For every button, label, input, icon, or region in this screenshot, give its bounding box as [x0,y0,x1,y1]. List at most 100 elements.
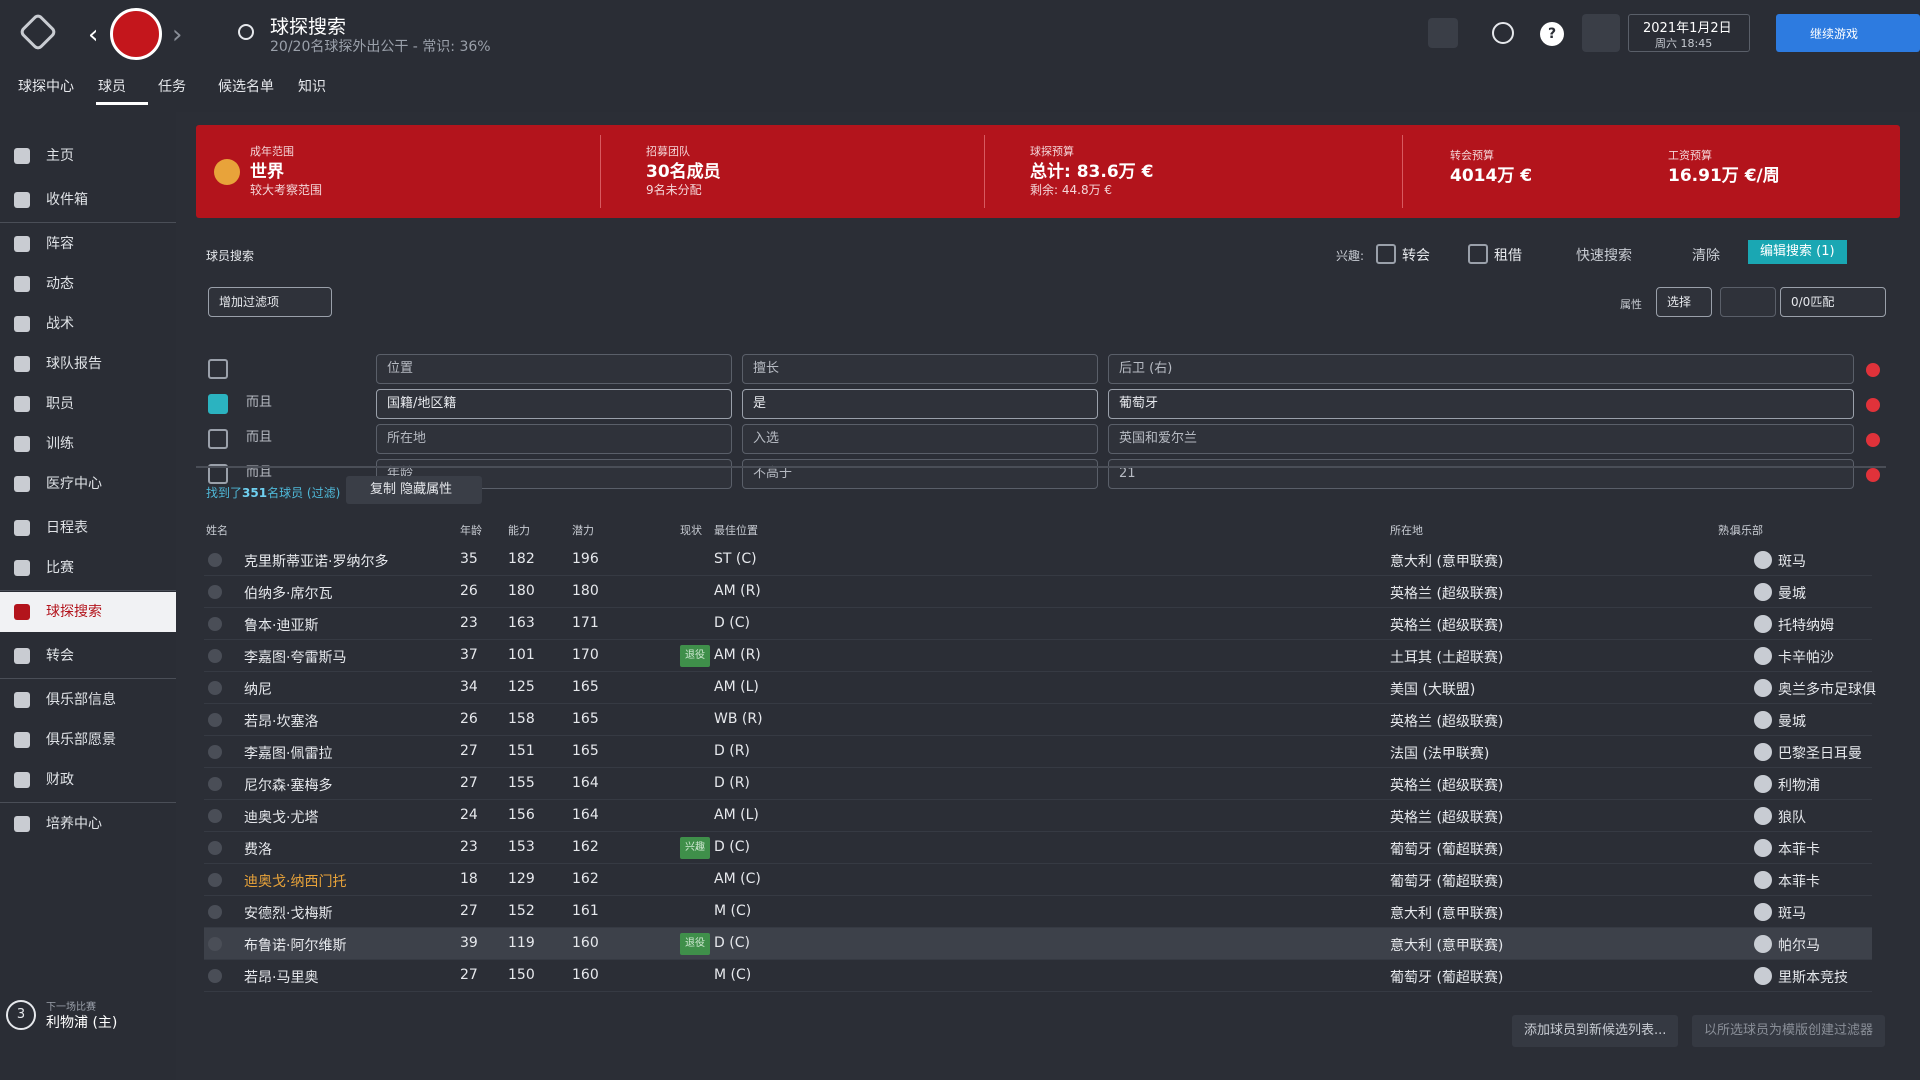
edit-search-button[interactable]: 编辑搜索 (1) [1748,240,1847,264]
table-row[interactable]: 安德烈·戈梅斯 27 152 161 M (C) 意大利 (意甲联赛) 斑马 [204,896,1872,928]
nav-tab[interactable]: 知识 [298,79,326,95]
filter-remove[interactable] [1866,468,1880,482]
logo[interactable] [18,12,58,52]
filter-operator[interactable]: 不高于 [742,459,1098,489]
player-name[interactable]: 李嘉图·佩雷拉 [244,746,333,762]
club-name[interactable]: 斑马 [1778,906,1806,922]
sidebar-item[interactable]: 日程表 [0,508,176,548]
sidebar-item[interactable]: 阵容 [0,224,176,264]
select-button[interactable]: 选择 [1656,287,1712,317]
sidebar-item[interactable]: 战术 [0,304,176,344]
table-row[interactable]: 尼尔森·塞梅多 27 155 164 D (R) 英格兰 (超级联赛) 利物浦 [204,768,1872,800]
player-name[interactable]: 鲁本·迪亚斯 [244,618,319,634]
view-dropdown[interactable]: 复制 隐藏属性 [346,476,483,504]
filter-field[interactable]: 位置 [376,354,732,384]
nav-tab[interactable]: 候选名单 [218,79,274,95]
table-row[interactable]: 克里斯蒂亚诺·罗纳尔多 35 182 196 ST (C) 意大利 (意甲联赛) 斑马 [204,544,1872,576]
add-filter-button[interactable]: 增加过滤项 [208,287,332,317]
date-box[interactable]: 2021年1月2日 周六 18:45 [1628,14,1750,52]
player-name[interactable]: 纳尼 [244,682,272,698]
table-row[interactable]: 李嘉图·佩雷拉 27 151 165 D (R) 法国 (法甲联赛) 巴黎圣日耳曼 [204,736,1872,768]
sidebar-item[interactable]: 收件箱 [0,180,176,220]
filter-field[interactable]: 所在地 [376,424,732,454]
filter-checkbox[interactable] [208,429,228,449]
player-name[interactable]: 若昂·马里奥 [244,970,319,986]
column-header[interactable]: 所在地 [1390,524,1423,537]
sidebar-item[interactable]: 球队报告 [0,344,176,384]
table-row[interactable]: 鲁本·迪亚斯 23 163 171 D (C) 英格兰 (超级联赛) 托特纳姆 [204,608,1872,640]
club-name[interactable]: 曼城 [1778,586,1806,602]
column-header[interactable]: 潜力 [572,524,594,537]
nav-tab[interactable]: 球探中心 [18,79,74,95]
club-name[interactable]: 本菲卡 [1778,874,1820,890]
next-match-opponent[interactable]: 利物浦 (主) [46,1015,118,1031]
sidebar-item[interactable]: 动态 [0,264,176,304]
filter-checkbox[interactable] [208,359,228,379]
table-row[interactable]: 若昂·马里奥 27 150 160 M (C) 葡萄牙 (葡超联赛) 里斯本竞技 [204,960,1872,992]
club-name[interactable]: 斑马 [1778,554,1806,570]
filter-field[interactable]: 国籍/地区籍 [376,389,732,419]
column-header[interactable]: 俱乐部 [1730,524,1763,537]
column-header[interactable]: 熟... [1718,524,1740,537]
banner-value[interactable]: 世界 [250,162,284,182]
sidebar-item[interactable]: 俱乐部愿景 [0,720,176,760]
column-header[interactable]: 能力 [508,524,530,537]
filter-value[interactable]: 21 [1108,459,1854,489]
table-row[interactable]: 纳尼 34 125 165 AM (L) 美国 (大联盟) 奥兰多市足球俱 [204,672,1876,704]
nav-tab[interactable]: 任务 [158,79,186,95]
club-name[interactable]: 巴黎圣日耳曼 [1778,746,1862,762]
club-name[interactable]: 曼城 [1778,714,1806,730]
filter-remove[interactable] [1866,398,1880,412]
sidebar-item[interactable]: 财政 [0,760,176,800]
table-row[interactable]: 迪奥戈·尤塔 24 156 164 AM (L) 英格兰 (超级联赛) 狼队 [204,800,1872,832]
filter-operator[interactable]: 擅长 [742,354,1098,384]
banner-value[interactable]: 16.91万 €/周 [1668,166,1780,186]
banner-value[interactable]: 总计: 83.6万 € [1030,162,1154,182]
player-name[interactable]: 伯纳多·席尔瓦 [244,586,333,602]
club-badge[interactable] [110,8,162,60]
transfer-checkbox[interactable] [1376,244,1396,264]
search-icon[interactable] [238,24,254,40]
table-row[interactable]: 李嘉图·夸雷斯马 37 101 170 退役 AM (R) 土耳其 (土超联赛) 卡辛帕沙 [204,640,1872,672]
sidebar-item[interactable]: 培养中心 [0,804,176,844]
table-row[interactable]: 若昂·坎塞洛 26 158 165 WB (R) 英格兰 (超级联赛) 曼城 [204,704,1872,736]
add-to-list-button[interactable]: 添加球员到新候选列表... [1512,1015,1679,1047]
forward-button[interactable]: › [172,20,183,50]
sidebar-item[interactable]: 俱乐部信息 [0,680,176,720]
filter-remove[interactable] [1866,363,1880,377]
filter-operator[interactable]: 是 [742,389,1098,419]
column-header[interactable]: 年龄 [460,524,482,537]
table-row[interactable]: 费洛 23 153 162 兴趣 D (C) 葡萄牙 (葡超联赛) 本菲卡 [204,832,1872,864]
help-button[interactable]: ? [1540,22,1564,46]
create-filter-button[interactable]: 以所选球员为模版创建过滤器 [1692,1015,1886,1047]
filter-field[interactable]: 年龄 [376,459,732,489]
sidebar-item[interactable]: 训练 [0,424,176,464]
sidebar-item[interactable]: 主页 [0,136,176,176]
player-name[interactable]: 若昂·坎塞洛 [244,714,319,730]
column-header[interactable]: 现状 [680,524,702,537]
back-button[interactable]: ‹ [88,20,99,50]
player-name[interactable]: 克里斯蒂亚诺·罗纳尔多 [244,554,389,570]
player-name[interactable]: 尼尔森·塞梅多 [244,778,333,794]
filter-remove[interactable] [1866,433,1880,447]
player-name[interactable]: 迪奥戈·尤塔 [244,810,319,826]
menu-button[interactable] [1582,14,1620,52]
filter-value[interactable]: 后卫 (右) [1108,354,1854,384]
rocket-button[interactable] [1428,18,1458,48]
quick-search[interactable]: 快速搜索 [1576,248,1632,264]
filter-conjunction[interactable]: 而且 [246,430,273,445]
loan-checkbox[interactable] [1468,244,1488,264]
filter-value[interactable]: 葡萄牙 [1108,389,1854,419]
club-name[interactable]: 里斯本竞技 [1778,970,1848,986]
player-name[interactable]: 李嘉图·夸雷斯马 [244,650,347,666]
sidebar-item[interactable]: 职员 [0,384,176,424]
continue-button[interactable]: 继续游戏 [1776,14,1920,52]
sidebar-item[interactable]: 医疗中心 [0,464,176,504]
club-name[interactable]: 狼队 [1778,810,1806,826]
table-row[interactable]: 布鲁诺·阿尔维斯 39 119 160 退役 D (C) 意大利 (意甲联赛) 帕尔马 [204,928,1872,960]
filter-checkbox[interactable] [208,394,228,414]
club-name[interactable]: 利物浦 [1778,778,1820,794]
filter-operator[interactable]: 入选 [742,424,1098,454]
filter-conjunction[interactable]: 而且 [246,465,273,480]
sidebar-item[interactable]: 球探搜索 [0,592,176,632]
